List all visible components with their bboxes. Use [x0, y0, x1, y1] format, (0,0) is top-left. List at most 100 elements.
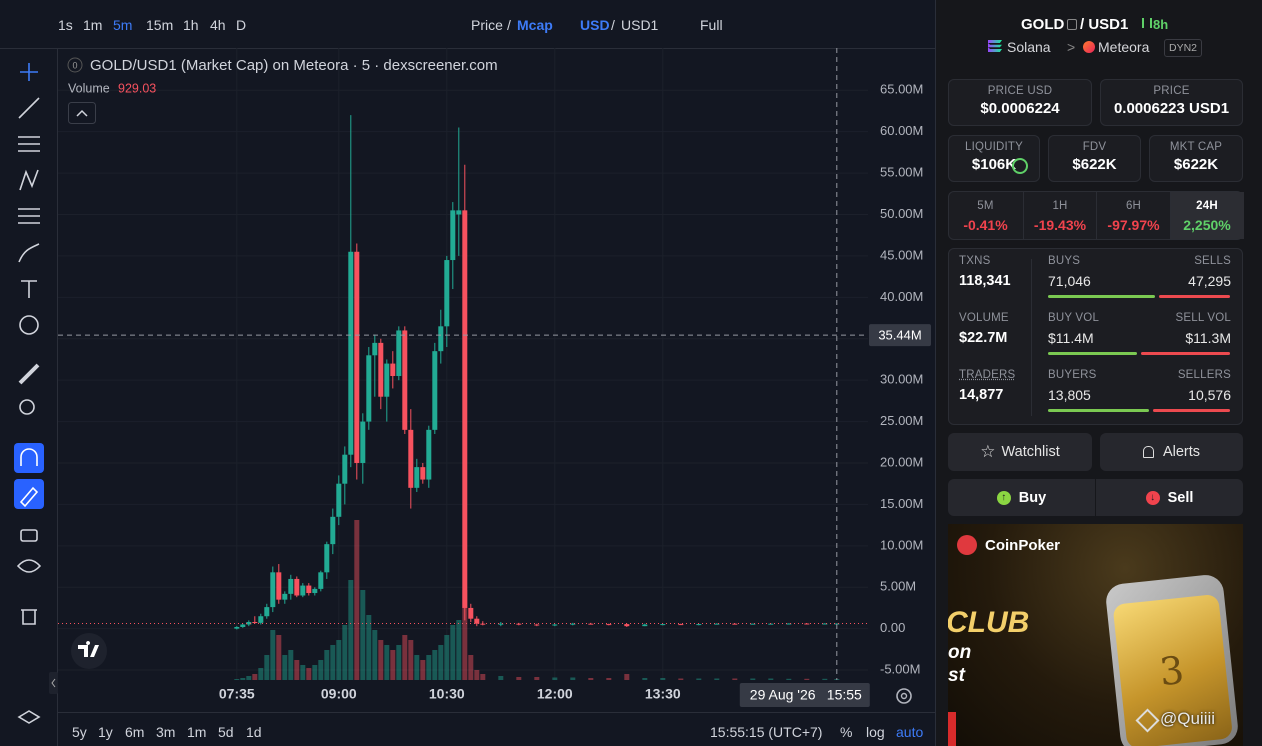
legend-badge: 0 — [72, 60, 77, 70]
y-tick-label: 30.00M — [880, 372, 923, 387]
interval-button[interactable]: D — [236, 17, 247, 33]
candle-body — [234, 626, 240, 629]
crosshair-tool[interactable] — [20, 63, 38, 81]
range-button[interactable]: 1d — [246, 724, 262, 740]
range-button[interactable]: 6m — [125, 724, 145, 740]
copy-icon[interactable] — [1067, 19, 1077, 30]
interval-button[interactable]: 1m — [83, 17, 103, 33]
volume-readout: 929.03 — [118, 81, 156, 95]
pool-tag: DYN2 — [1164, 39, 1203, 57]
candle-body — [276, 572, 282, 600]
emoji-tool[interactable] — [19, 315, 39, 335]
volume-bar — [330, 645, 336, 680]
liquidity-lock[interactable] — [1012, 158, 1028, 174]
candle-body — [390, 363, 396, 377]
candle-body — [240, 624, 246, 627]
range-button[interactable]: 5y — [72, 724, 87, 740]
pattern-tool[interactable] — [19, 169, 39, 191]
watchlist-button[interactable]: ☆ Watchlist — [948, 433, 1092, 471]
magnet-tool[interactable] — [14, 443, 44, 473]
drawing-tools — [14, 63, 44, 724]
candle-body — [330, 516, 336, 545]
lock-tool[interactable] — [20, 529, 38, 542]
range-button[interactable]: 1m — [187, 724, 207, 740]
layers-tool[interactable] — [17, 710, 41, 724]
volume-bar — [444, 635, 450, 680]
interval-button[interactable]: 4h — [210, 17, 226, 33]
currency-toggle[interactable]: USD — [580, 17, 610, 33]
range-button[interactable]: 1y — [98, 724, 113, 740]
ad-banner[interactable]: CoinPoker CLUB on st 3 — [948, 524, 1243, 746]
candle-body — [498, 623, 504, 625]
ad-brand: CoinPoker — [985, 537, 1061, 554]
sidebar-collapse[interactable] — [49, 672, 58, 694]
fullscreen-button[interactable]: Full — [700, 17, 723, 33]
collapse-legend[interactable] — [68, 102, 96, 124]
candle-body — [624, 624, 630, 627]
delete-tool[interactable] — [21, 609, 37, 625]
brush-tool[interactable] — [18, 243, 40, 263]
currency-toggle[interactable]: USD1 — [621, 17, 659, 33]
buy-button[interactable]: ↑ Buy — [948, 479, 1095, 516]
candle-body — [288, 578, 294, 594]
tv-logo[interactable] — [71, 633, 107, 669]
stat-card: LIQUIDITY $106K — [948, 135, 1040, 182]
candle-body — [366, 355, 372, 422]
change-tab[interactable]: 1H -19.43% — [1022, 192, 1097, 239]
zoom-tool[interactable] — [19, 399, 35, 415]
trendline-tool[interactable] — [18, 97, 40, 119]
text-tool[interactable] — [21, 280, 37, 298]
y-tick-label: 50.00M — [880, 206, 923, 221]
volume-bar — [516, 677, 522, 680]
volume-bar — [456, 620, 462, 680]
auto-toggle[interactable]: auto — [896, 724, 924, 740]
projection-tool[interactable] — [18, 208, 40, 224]
x-tick-label: 09:00 — [321, 686, 357, 702]
ad-line2: on — [948, 642, 972, 663]
volume-bar — [768, 678, 774, 680]
activity-total-value: 14,877 — [959, 387, 1004, 403]
ad-line3: st — [948, 665, 965, 686]
interval-button[interactable]: 1h — [183, 17, 199, 33]
visibility-tool[interactable] — [16, 559, 42, 573]
change-tab[interactable]: 24H 2,250% — [1169, 192, 1244, 239]
volume-bar — [396, 645, 402, 680]
interval-button[interactable]: 5m — [113, 17, 133, 33]
fib-tool[interactable] — [18, 136, 40, 152]
percent-toggle[interactable]: % — [840, 724, 853, 740]
activity-buy-label: BUYERS — [1048, 369, 1097, 381]
candle-body — [642, 624, 648, 627]
settings-icon[interactable] — [896, 688, 912, 704]
volume-bar — [252, 674, 258, 680]
sell-button[interactable]: ↓ Sell — [1096, 479, 1243, 516]
candle-body — [408, 429, 414, 488]
candle-body — [420, 467, 426, 480]
crosshair-time: 15:55 — [827, 687, 862, 703]
interval-button[interactable]: 15m — [146, 17, 174, 33]
candle-body — [474, 618, 480, 624]
candle-body — [732, 623, 738, 625]
ruler-tool[interactable] — [18, 363, 40, 385]
range-button[interactable]: 3m — [156, 724, 176, 740]
stat-value: 0.0006223 USD1 — [1113, 100, 1230, 117]
y-tick-label: 0.00 — [880, 620, 905, 635]
candle-body — [450, 210, 456, 261]
log-toggle[interactable]: log — [866, 724, 885, 740]
lock-draw-tool[interactable] — [14, 479, 44, 509]
range-button[interactable]: 5d — [218, 724, 234, 740]
y-tick-label: 25.00M — [880, 413, 923, 428]
price-toggle[interactable]: Mcap — [517, 17, 553, 33]
volume-bar — [552, 677, 558, 680]
change-tab[interactable]: 6H -97.97% — [1096, 192, 1170, 239]
stat-value: $622K — [1173, 156, 1219, 173]
y-tick-label: 55.00M — [880, 165, 923, 180]
candle-body — [822, 623, 828, 625]
trade-divider — [1095, 479, 1096, 516]
interval-button[interactable]: 1s — [58, 17, 73, 33]
alerts-button[interactable]: Alerts — [1100, 433, 1243, 471]
bell-icon — [1142, 446, 1154, 458]
change-tab[interactable]: 5M -0.41% — [949, 192, 1022, 239]
price-toggle[interactable]: Price — [471, 17, 503, 33]
candle-body — [660, 624, 666, 626]
candle-body — [306, 585, 312, 594]
